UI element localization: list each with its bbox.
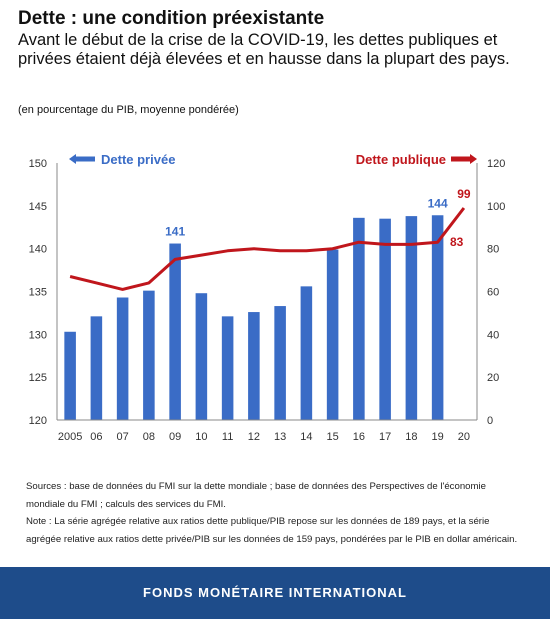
bar [379,218,391,420]
x-tick-label: 09 [169,431,181,443]
chart-title: Dette : une condition préexistante [18,8,325,29]
x-tick-label: 15 [327,431,339,443]
bar [195,293,208,420]
series-line [69,207,466,291]
left-tick-label: 140 [29,244,47,256]
x-tick-label: 07 [117,431,129,443]
x-tick-label: 13 [274,431,286,443]
x-axis: 2005 06 07 08 09 10 11 12 13 14 15 16 17 18 19 20 [57,419,477,443]
bar-series-private-debt [64,215,444,420]
line-data-label: 99 [457,187,471,201]
bar [143,290,155,420]
chart-subtitle: Avant le début de la crise de la COVID-1… [18,31,510,68]
legend-label-public: Dette publique [356,152,446,167]
footer-banner: FONDS MONÉTAIRE INTERNATIONAL [0,567,550,619]
left-axis: 120 125 130 135 140 145 150 [29,158,58,427]
sources-line: Sources : base de données du FMI sur la … [26,481,486,492]
right-tick-label: 0 [487,415,493,427]
right-tick-label: 120 [487,158,505,170]
right-tick-label: 20 [487,372,499,384]
note-line: agrégée relative aux ratios dette privée… [26,533,518,545]
note-line: Note : La série agrégée relative aux rat… [26,516,490,527]
notes: Sources : base de données du FMI sur la … [26,478,536,548]
bar [405,216,418,420]
left-tick-label: 120 [29,415,47,427]
bar-data-label: 141 [165,225,185,239]
data-labels: 144 141 83 99 [165,187,471,249]
bar [116,297,129,420]
x-tick-label: 06 [90,431,102,443]
right-tick-label: 80 [487,244,499,256]
x-tick-label: 20 [458,431,470,443]
x-tick-label: 19 [432,431,444,443]
x-tick-label: 10 [195,431,207,443]
bar [64,331,76,420]
x-tick-label: 18 [405,431,417,443]
right-axis: 0 20 40 60 80 100 120 [476,158,505,427]
x-tick-label: 08 [143,431,155,443]
bar [221,316,234,420]
bar [169,243,181,420]
left-tick-label: 125 [29,372,47,384]
left-tick-label: 135 [29,287,47,299]
right-tick-label: 40 [487,329,499,341]
line-data-label: 83 [450,235,464,249]
unit-note: (en pourcentage du PIB, moyenne pondérée… [18,104,239,116]
right-tick-label: 60 [487,287,499,299]
arrow-right-icon [470,154,477,164]
x-tick-label: 17 [379,431,391,443]
arrow-left-icon [69,154,76,164]
x-tick-label: 11 [222,431,233,443]
right-tick-label: 100 [487,201,505,213]
line-series-public-debt [69,207,466,291]
left-tick-label: 145 [29,201,47,213]
bar [326,249,339,420]
sources-line: mondiale du FMI ; calculs des services d… [26,498,226,510]
legend-label-private: Dette privée [101,152,175,167]
bar [353,217,365,420]
legend-swatch-public [451,156,471,162]
bar [274,306,286,420]
bar [300,286,313,420]
bar [248,312,260,420]
left-tick-label: 130 [29,329,47,341]
left-tick-label: 150 [29,158,47,170]
x-tick-label: 2005 [58,431,82,443]
x-tick-label: 14 [300,431,312,443]
bar-data-label: 144 [428,196,448,210]
bar [431,215,444,420]
bar [90,316,103,420]
legend-swatch-private [75,156,95,162]
legend: Dette privée Dette publique [69,152,477,167]
x-tick-label: 16 [353,431,365,443]
x-tick-label: 12 [248,431,260,443]
